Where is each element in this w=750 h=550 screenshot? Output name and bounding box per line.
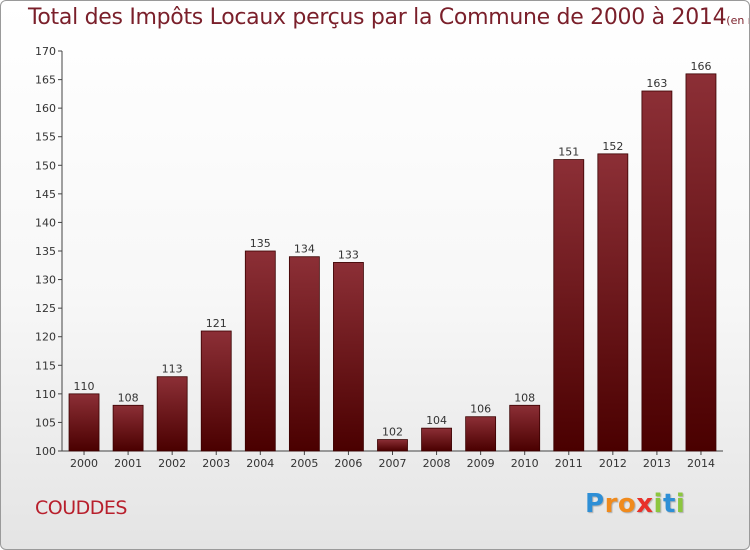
x-tick-label-2013: 2013 [643, 457, 671, 470]
value-label-2008: 104 [426, 414, 447, 427]
logo-letter: P [585, 489, 605, 519]
value-label-2010: 108 [514, 391, 535, 404]
y-tick-label: 125 [35, 302, 56, 315]
x-tick-label-2000: 2000 [70, 457, 98, 470]
logo-letter: o [617, 489, 637, 519]
bar-2010 [509, 404, 541, 452]
bar-2012 [597, 153, 629, 452]
value-label-2007: 102 [382, 426, 403, 439]
x-tick-label-2006: 2006 [334, 457, 362, 470]
y-tick-label: 130 [35, 274, 56, 287]
x-tick-label-2004: 2004 [246, 457, 274, 470]
x-tick-label-2007: 2007 [379, 457, 407, 470]
logo-letter: t [662, 489, 676, 519]
logo-letter: r [604, 489, 618, 519]
chart-axes: 100 105 110 115 120 125 130 135 140 145 150 155 160 1… [35, 45, 723, 470]
value-label-2006: 133 [338, 248, 359, 261]
bar-2007 [377, 439, 408, 452]
chart-unit: (en milliers d'€) [726, 14, 749, 27]
x-tick-label-2002: 2002 [158, 457, 186, 470]
value-label-2011: 151 [558, 146, 579, 159]
chart-title-text: Total des Impôts Locaux perçus par la Co… [28, 5, 727, 30]
value-label-2012: 152 [602, 140, 623, 153]
bar-2002 [156, 376, 188, 452]
bar-2004 [244, 250, 276, 452]
logo-letter: x [636, 489, 654, 519]
x-tick-label-2010: 2010 [511, 457, 539, 470]
y-tick-label: 100 [35, 445, 56, 458]
x-tick-label-2005: 2005 [290, 457, 318, 470]
value-label-2002: 113 [162, 363, 183, 376]
y-tick-label: 110 [35, 388, 56, 401]
x-tick-label-2003: 2003 [202, 457, 230, 470]
proxiti-logo: Proxiti [585, 489, 685, 519]
value-label-2013: 163 [646, 77, 667, 90]
y-tick-label: 155 [35, 131, 56, 144]
y-tick-label: 140 [35, 216, 56, 229]
value-label-2001: 108 [118, 391, 139, 404]
y-tick-label: 145 [35, 188, 56, 201]
x-tick-label-2011: 2011 [555, 457, 583, 470]
commune-name: COUDDES [35, 497, 127, 519]
x-tick-label-2012: 2012 [599, 457, 627, 470]
bar-2011 [553, 159, 585, 452]
value-label-2004: 135 [250, 237, 271, 250]
value-label-2000: 110 [74, 380, 95, 393]
chart-bars: 110 108 113 121 135 134 133 102 104 106 108 151 152 1… [68, 60, 717, 452]
y-tick-label: 165 [35, 74, 56, 87]
bar-2006 [333, 262, 364, 452]
bar-2014 [685, 73, 717, 452]
bar-2001 [112, 404, 144, 452]
bar-2000 [68, 393, 100, 452]
x-tick-label-2008: 2008 [423, 457, 451, 470]
chart-title: Total des Impôts Locaux perçus par la Co… [28, 5, 749, 30]
y-tick-label: 115 [35, 359, 56, 372]
x-tick-label-2014: 2014 [687, 457, 715, 470]
x-tick-label-2001: 2001 [114, 457, 142, 470]
value-label-2009: 106 [470, 403, 491, 416]
bar-2008 [421, 427, 452, 452]
logo-letter: i [653, 489, 663, 519]
y-tick-label: 135 [35, 245, 56, 258]
bar-2009 [465, 416, 497, 452]
y-tick-label: 105 [35, 416, 56, 429]
bar-2005 [288, 256, 320, 452]
value-label-2003: 121 [206, 317, 227, 330]
y-tick-label: 150 [35, 159, 56, 172]
value-label-2005: 134 [294, 243, 315, 256]
y-tick-label: 120 [35, 331, 56, 344]
bar-2003 [200, 330, 232, 452]
bar-2013 [641, 90, 673, 452]
y-tick-label: 160 [35, 102, 56, 115]
logo-letter: i [675, 489, 686, 519]
x-tick-label-2009: 2009 [467, 457, 495, 470]
y-tick-label: 170 [35, 45, 56, 58]
value-label-2014: 166 [690, 60, 711, 73]
